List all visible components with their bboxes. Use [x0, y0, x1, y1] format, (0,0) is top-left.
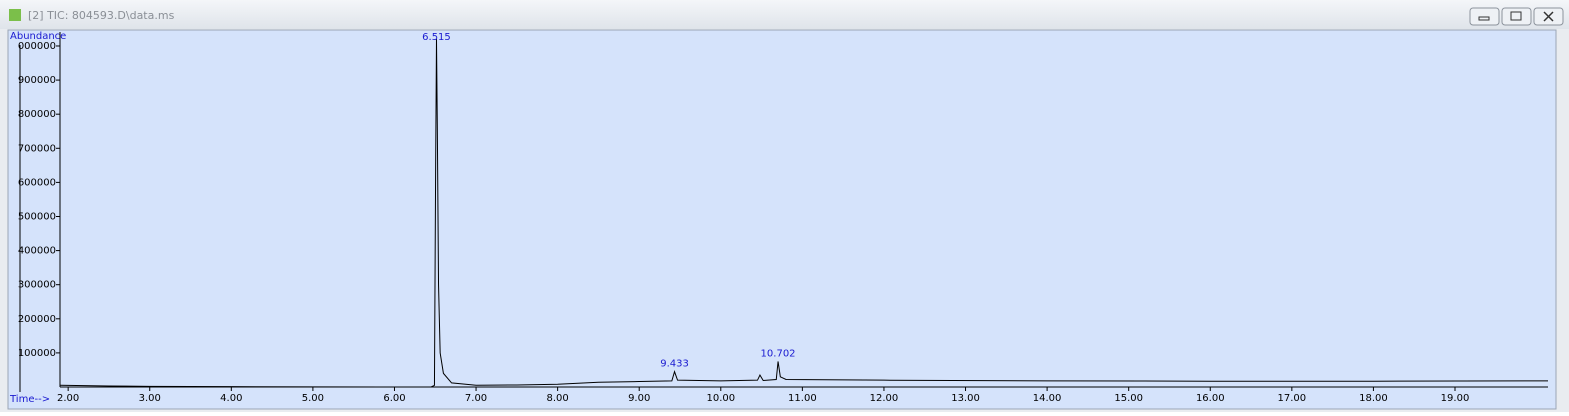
x-tick-label: 13.00 [951, 393, 980, 404]
restore-button[interactable] [1501, 7, 1532, 26]
y-tick-label: 200000 [18, 314, 56, 325]
window-icon [9, 9, 21, 21]
x-tick-label: 2.00 [57, 393, 79, 404]
x-tick-label: 8.00 [546, 393, 568, 404]
x-tick-label: 15.00 [1114, 393, 1143, 404]
y-tick-label: 000000 [18, 41, 56, 52]
x-tick-label: 19.00 [1441, 393, 1470, 404]
x-tick-label: 9.00 [628, 393, 650, 404]
y-tick-label: 400000 [18, 246, 56, 257]
x-tick-label: 10.00 [706, 393, 735, 404]
x-tick-label: 16.00 [1196, 393, 1225, 404]
x-tick-label: 6.00 [383, 393, 405, 404]
plot-background [7, 29, 1557, 410]
restore-icon [1510, 11, 1522, 21]
y-tick-label: 100000 [18, 348, 56, 359]
minimize-icon [1478, 16, 1490, 21]
y-tick-label: 900000 [18, 75, 56, 86]
x-tick-label: 14.00 [1033, 393, 1062, 404]
peak-label: 9.433 [660, 359, 689, 370]
x-tick-label: 7.00 [465, 393, 487, 404]
x-tick-label: 3.00 [139, 393, 161, 404]
x-axis-label: Time--> [9, 394, 50, 405]
window-title: [2] TIC: 804593.D\data.ms [28, 9, 175, 22]
y-tick-label: 700000 [18, 143, 56, 154]
x-tick-label: 18.00 [1359, 393, 1388, 404]
y-tick-label: 600000 [18, 177, 56, 188]
y-tick-label: 800000 [18, 109, 56, 120]
peak-label: 10.702 [761, 348, 796, 359]
x-tick-label: 12.00 [870, 393, 899, 404]
x-tick-label: 5.00 [302, 393, 324, 404]
x-tick-label: 4.00 [220, 393, 242, 404]
chromatogram-line [59, 39, 1548, 388]
y-tick-label: 300000 [18, 280, 56, 291]
y-tick-label: 500000 [18, 211, 56, 222]
close-icon [1543, 11, 1554, 22]
title-bar [0, 0, 1569, 29]
x-tick-label: 17.00 [1278, 393, 1307, 404]
y-axis-label: Abundance [10, 31, 66, 42]
peak-label: 6.515 [422, 32, 451, 43]
x-tick-label: 11.00 [788, 393, 817, 404]
